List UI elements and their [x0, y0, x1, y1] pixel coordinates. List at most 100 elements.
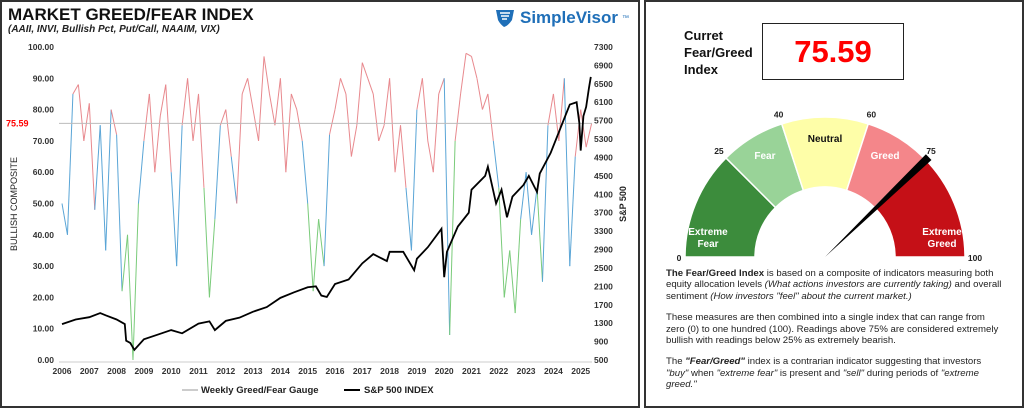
gauge-series-segment — [318, 219, 325, 267]
gauge-segment-label: Fear — [697, 239, 718, 250]
x-tick-label: 2014 — [271, 366, 290, 376]
greed-fear-chart: 0.00 10.00 20.00 30.00 40.00 50.00 60.00 70.00 8… — [6, 42, 628, 396]
desc-text: is present and — [777, 367, 843, 379]
description: The Fear/Greed Index is based on a compo… — [666, 268, 1006, 401]
gauge-series-segment — [443, 78, 451, 335]
gauge-tick-label: 25 — [714, 146, 724, 156]
gauge-series-segment — [187, 78, 194, 141]
gauge-series-segment — [241, 78, 249, 95]
y2-tick-label: 5700 — [594, 116, 613, 126]
desc-italic: "extreme fear" — [716, 367, 778, 379]
gauge-series-segment — [312, 219, 320, 292]
y2-tick-label: 6100 — [594, 97, 613, 107]
description-paragraph-2: These measures are then combined into a … — [666, 312, 999, 347]
gauge-series-segment — [236, 93, 243, 204]
gauge-series-segment — [165, 84, 172, 173]
gauge-series-segment — [66, 93, 74, 235]
x-tick-label: 2012 — [216, 366, 235, 376]
y2-tick-label: 500 — [594, 355, 608, 365]
gauge-series-segment — [574, 109, 582, 157]
y2-tick-label: 2500 — [594, 263, 613, 273]
y2-tick-label: 5300 — [594, 134, 613, 144]
desc-bold: The Fear/Greed Index — [666, 268, 765, 279]
right-axis-ticks: 500 900 1300 1700 2100 2500 2900 3300 3700 4100 45… — [594, 42, 613, 365]
y2-tick-label: 3300 — [594, 226, 613, 236]
y-tick-label: 0.00 — [37, 355, 54, 365]
gauge-series-segment — [329, 109, 336, 135]
gauge-series-segment — [181, 78, 189, 126]
legend-sp-label: S&P 500 INDEX — [364, 385, 434, 396]
gauge-series-segment — [88, 103, 96, 210]
gauge-series-segment — [421, 78, 429, 141]
gauge-series-segment — [159, 84, 167, 116]
gauge-series-segment — [219, 109, 227, 126]
current-label-line2: Fear/Greed — [684, 45, 753, 60]
gauge-panel: Curret Fear/Greed Index 75.59 Extreme Fea… — [644, 0, 1024, 408]
legend-gauge-label: Weekly Greed/Fear Gauge — [201, 385, 319, 396]
gauge-min-label: 0 — [677, 253, 682, 263]
desc-text: and overall sentiment — [666, 279, 1002, 302]
gauge-series-segment — [252, 109, 260, 141]
y-tick-label: 80.00 — [33, 105, 55, 115]
y-tick-label: 30.00 — [33, 261, 55, 271]
y2-axis-label: S&P 500 — [618, 186, 628, 222]
gauge-series-segment — [356, 62, 363, 126]
x-tick-label: 2021 — [462, 366, 481, 376]
fear-greed-gauge: ExtremeFearFearNeutralGreedExtremeGreed2… — [677, 109, 983, 263]
gauge-series-segment — [410, 109, 418, 251]
gauge-series-segment — [460, 53, 467, 95]
y-tick-label: 100.00 — [28, 42, 54, 52]
gauge-series-segment — [268, 93, 276, 126]
gauge-series-segment — [170, 172, 178, 267]
y2-tick-label: 6500 — [594, 79, 613, 89]
desc-text: The — [666, 356, 686, 368]
current-index-label: Curret Fear/Greed Index — [684, 27, 753, 78]
gauge-series-segment — [378, 125, 385, 142]
gauge-series-segment — [438, 78, 445, 95]
gauge-series-segment — [454, 93, 462, 141]
y-tick-label: 40.00 — [33, 230, 55, 240]
x-tick-label: 2010 — [162, 366, 181, 376]
y-tick-label: 60.00 — [33, 167, 55, 177]
desc-bold-italic: "Fear/Greed" — [685, 356, 745, 368]
gauge-series-segment — [372, 93, 380, 141]
gauge-series-segment — [569, 156, 576, 267]
y2-tick-label: 2900 — [594, 245, 613, 255]
x-tick-label: 2025 — [571, 366, 590, 376]
desc-text: index is a contrarian indicator suggesti… — [744, 356, 982, 368]
x-tick-label: 2006 — [53, 366, 72, 376]
gauge-series-segment — [487, 93, 494, 141]
desc-italic: (What actions investors are currently ta… — [764, 279, 952, 291]
gauge-series-segment — [176, 125, 183, 267]
eagle-shield-icon — [496, 10, 514, 27]
x-tick-label: 2011 — [189, 366, 208, 376]
y2-tick-label: 3700 — [594, 208, 613, 218]
gauge-series-segment — [541, 125, 549, 282]
x-axis-ticks: 2006 2007 2008 2009 2010 2011 2012 2013 2014 2015… — [53, 366, 591, 376]
x-tick-label: 2008 — [107, 366, 126, 376]
gauge-series-segment — [258, 56, 265, 141]
gauge-series-segment — [514, 219, 522, 314]
gauge-series-segment — [105, 109, 112, 251]
y2-tick-label: 900 — [594, 337, 608, 347]
logo-trademark: ™ — [621, 14, 629, 22]
gauge-series-segment — [405, 187, 412, 251]
x-tick-label: 2023 — [517, 366, 536, 376]
gauge-series-segment — [432, 93, 440, 173]
gauge-series-segment — [350, 125, 358, 157]
gauge-series-segment — [339, 78, 347, 95]
left-axis-ticks: 0.00 10.00 20.00 30.00 40.00 50.00 60.00 70.00 8… — [28, 42, 54, 365]
x-tick-label: 2018 — [380, 366, 399, 376]
simplevisor-logo: SimpleVisor ™ — [494, 8, 629, 28]
y2-tick-label: 7300 — [594, 42, 613, 52]
gauge-series-segment — [61, 203, 68, 235]
logo-text: SimpleVisor — [520, 8, 618, 27]
desc-italic: "extreme greed." — [666, 367, 979, 391]
gauge-series-segment — [580, 109, 587, 148]
gauge-series-segment — [127, 234, 134, 361]
gauge-series-segment — [416, 78, 423, 110]
desc-italic: "sell" — [842, 367, 865, 379]
desc-text: is based on a composite of indicators me… — [666, 268, 994, 291]
y-axis-label: BULLISH COMPOSITE — [9, 157, 19, 251]
y2-tick-label: 1300 — [594, 318, 613, 328]
